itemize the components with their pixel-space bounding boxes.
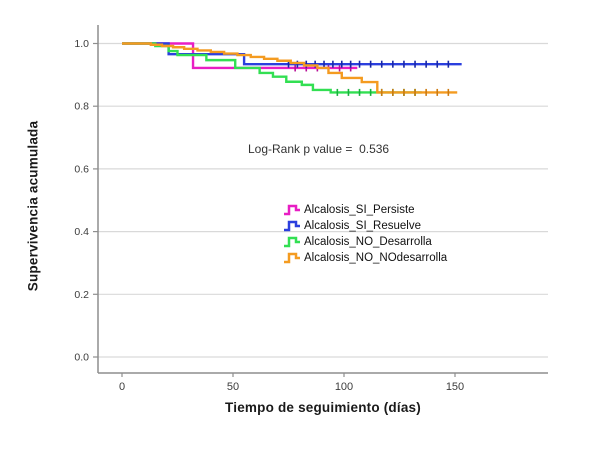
x-tick-label: 100 [335, 381, 353, 393]
y-tick-label: 0.2 [74, 289, 89, 301]
legend-label: Alcalosis_SI_Resuelve [304, 220, 421, 232]
legend-item-Alcalosis_SI_Resuelve: Alcalosis_SI_Resuelve [283, 218, 447, 234]
legend-item-Alcalosis_NO_NOdesarrolla: Alcalosis_NO_NOdesarrolla [283, 250, 447, 266]
x-tick-label: 50 [227, 381, 239, 393]
legend-item-Alcalosis_SI_Persiste: Alcalosis_SI_Persiste [283, 202, 447, 218]
step-line-icon [284, 236, 300, 248]
km-curve-Alcalosis_NO_Desarrolla [122, 42, 422, 94]
legend-label: Alcalosis_NO_Desarrolla [304, 236, 432, 248]
y-tick-label: 0.6 [74, 163, 89, 175]
step-line-icon [284, 220, 300, 232]
legend-item-Alcalosis_NO_Desarrolla: Alcalosis_NO_Desarrolla [283, 234, 447, 250]
y-tick-label: 0.0 [74, 352, 89, 364]
y-axis-title: Supervivencia acumulada [25, 120, 41, 292]
km-curve-Alcalosis_NO_NOdesarrolla [122, 42, 458, 94]
legend: Alcalosis_SI_Persiste Alcalosis_SI_Resuel… [283, 202, 447, 266]
x-tick-label: 150 [446, 381, 464, 393]
step-line-icon [284, 252, 300, 264]
y-tick-label: 1.0 [74, 38, 89, 50]
x-tick-label: 0 [119, 381, 125, 393]
y-tick-label: 0.4 [74, 226, 89, 238]
log-rank-annotation: Log-Rank p value = 0.536 [248, 142, 390, 156]
legend-label: Alcalosis_SI_Persiste [304, 204, 415, 216]
x-axis-title: Tiempo de seguimiento (días) [225, 400, 421, 415]
legend-label: Alcalosis_NO_NOdesarrolla [304, 252, 448, 264]
step-line-icon [284, 204, 300, 216]
y-tick-label: 0.8 [74, 101, 89, 113]
